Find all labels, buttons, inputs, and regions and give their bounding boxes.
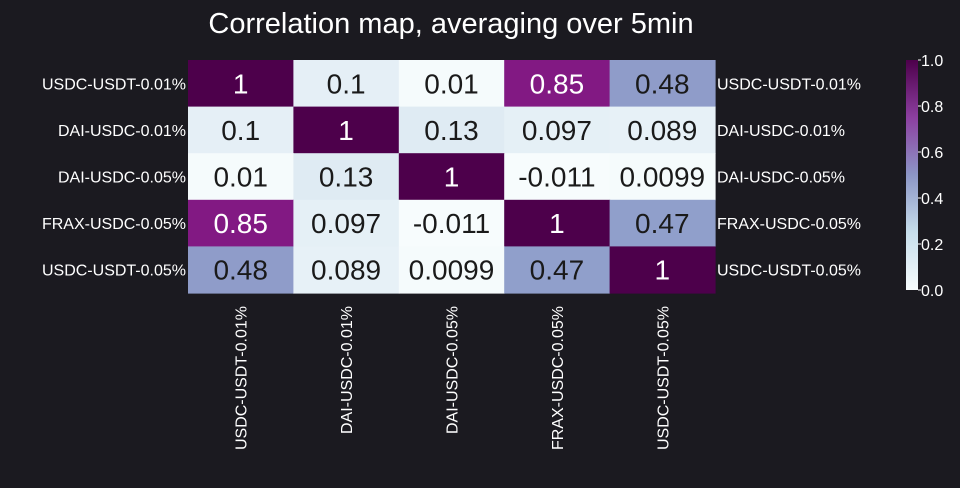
cell-value-label: 0.0099 — [409, 255, 495, 286]
colorbar-tick-label: 0.6 — [921, 145, 943, 162]
cell-value-label: 1 — [338, 115, 354, 146]
cell-value-label: 1 — [549, 208, 565, 239]
cell-value-label: 0.1 — [221, 115, 260, 146]
heatmap-cell-labels: 1 0.1 0.01 0.85 0.48 0.1 1 0.13 0.097 0.089 0.01 0.… — [213, 68, 705, 285]
colorbar-tick-label: 0.2 — [921, 237, 943, 254]
cell-value-label: 0.01 — [424, 68, 479, 99]
heatmap-cell — [504, 60, 611, 108]
cell-value-label: 0.089 — [627, 115, 697, 146]
row-label-left: DAI-USDC-0.01% — [58, 123, 186, 140]
column-labels: USDC-USDT-0.01% DAI-USDC-0.01% DAI-USDC-0.… — [234, 306, 673, 450]
row-labels-right: USDC-USDT-0.01% DAI-USDC-0.01% DAI-USDC-0.… — [717, 76, 861, 279]
cell-value-label: -0.011 — [518, 162, 595, 193]
colorbar-tick-label: 0.8 — [921, 99, 943, 116]
row-label-right: USDC-USDT-0.05% — [717, 263, 861, 280]
cell-value-label: 0.01 — [213, 162, 268, 193]
heatmap-cell — [609, 153, 716, 201]
cell-value-label: 0.1 — [327, 68, 366, 99]
cell-value-label: 0.48 — [213, 255, 268, 286]
cell-value-label: 0.0099 — [619, 162, 705, 193]
heatmap-cell — [609, 246, 716, 294]
cell-value-label: 0.47 — [635, 208, 690, 239]
column-label: USDC-USDT-0.01% — [234, 306, 251, 450]
heatmap-cell — [398, 153, 505, 201]
heatmap-cell — [293, 246, 400, 294]
heatmap-cell — [398, 106, 505, 154]
cell-value-label: 0.85 — [213, 208, 268, 239]
row-label-left: USDC-USDT-0.01% — [42, 76, 186, 93]
heatmap-cell — [188, 106, 294, 154]
column-label: FRAX-USDC-0.05% — [550, 306, 567, 450]
heatmap-cell — [293, 153, 400, 201]
heatmap-cell — [504, 199, 611, 247]
cell-value-label: 0.089 — [311, 255, 381, 286]
heatmap-cell — [188, 246, 294, 294]
heatmap-cell — [398, 246, 505, 294]
row-label-left: FRAX-USDC-0.05% — [42, 216, 186, 233]
row-labels-left: USDC-USDT-0.01% DAI-USDC-0.01% DAI-USDC-0.… — [42, 76, 186, 279]
cell-value-label: 0.13 — [424, 115, 479, 146]
row-label-right: DAI-USDC-0.01% — [717, 123, 845, 140]
cell-value-label: 1 — [655, 255, 671, 286]
row-label-left: USDC-USDT-0.05% — [42, 263, 186, 280]
colorbar: 0.0 0.2 0.4 0.6 0.8 1.0 — [906, 53, 943, 300]
heatmap-cell — [398, 199, 505, 247]
colorbar-gradient — [906, 60, 918, 290]
heatmap-cell — [504, 106, 611, 154]
colorbar-tick-label: 0.4 — [921, 191, 943, 208]
heatmap-cell — [609, 199, 716, 247]
chart-title: Correlation map, averaging over 5min — [208, 8, 693, 40]
cell-value-label: 1 — [233, 68, 249, 99]
heatmap-cell — [188, 199, 294, 247]
row-label-left: DAI-USDC-0.05% — [58, 170, 186, 187]
heatmap-cell — [398, 60, 505, 108]
heatmap-cell — [293, 60, 400, 108]
row-label-right: USDC-USDT-0.01% — [717, 76, 861, 93]
heatmap-cells — [188, 60, 716, 294]
cell-value-label: 0.47 — [530, 255, 585, 286]
cell-value-label: 1 — [444, 162, 460, 193]
heatmap-cell — [188, 153, 294, 201]
cell-value-label: 0.097 — [522, 115, 592, 146]
cell-value-label: 0.48 — [635, 68, 690, 99]
heatmap-cell — [504, 246, 611, 294]
cell-value-label: 0.13 — [319, 162, 374, 193]
heatmap-cell — [609, 60, 716, 108]
row-label-right: DAI-USDC-0.05% — [717, 170, 845, 187]
cell-value-label: 0.85 — [530, 68, 585, 99]
heatmap-cell — [609, 106, 716, 154]
heatmap-cell — [293, 199, 400, 247]
heatmap-cell — [188, 60, 294, 108]
heatmap-cell — [504, 153, 611, 201]
cell-value-label: 0.097 — [311, 208, 381, 239]
colorbar-tick-label: 1.0 — [921, 53, 943, 70]
colorbar-tick-label: 0.0 — [921, 283, 943, 300]
column-label: DAI-USDC-0.01% — [339, 306, 356, 434]
cell-value-label: -0.011 — [413, 208, 490, 239]
row-label-right: FRAX-USDC-0.05% — [717, 216, 861, 233]
heatmap-cell — [293, 106, 400, 154]
column-label: USDC-USDT-0.05% — [655, 306, 672, 450]
column-label: DAI-USDC-0.05% — [445, 306, 462, 434]
